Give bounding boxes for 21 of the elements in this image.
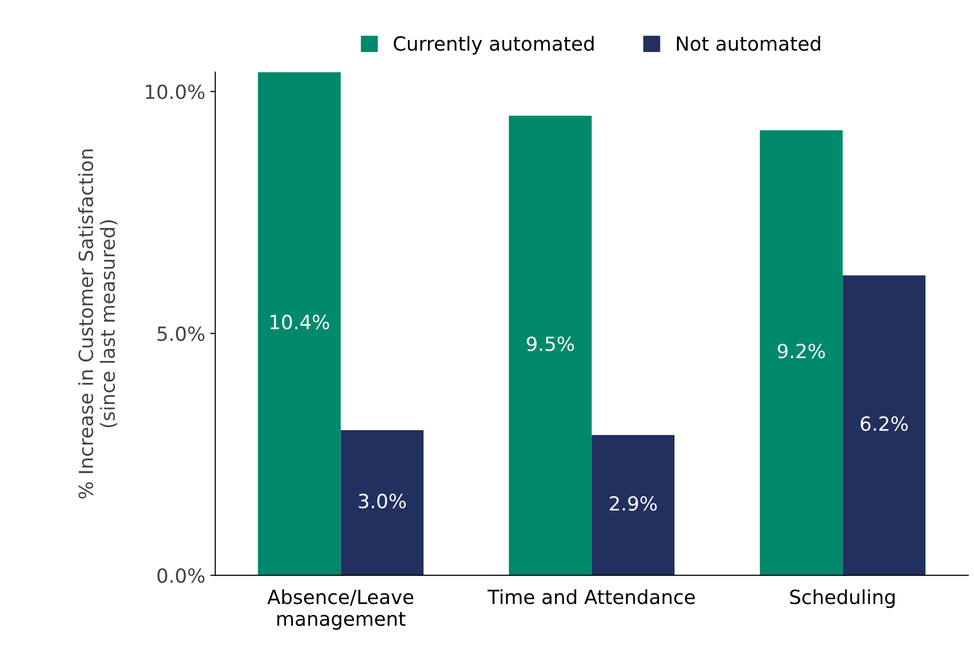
legend-label: Not automated [676, 36, 820, 51]
bar [508, 116, 592, 576]
data-label: 9.5% [526, 336, 574, 352]
y-tick-label: 0.0% [157, 568, 204, 583]
bar [258, 72, 341, 576]
x-tick-label: Scheduling [790, 589, 895, 608]
x-tick-label: Absence/Leave management [267, 589, 414, 630]
y-tick-label: 10.0% [146, 84, 204, 100]
y-tick-label: 5.0% [158, 326, 204, 342]
data-label: 6.2% [860, 416, 908, 431]
bar [592, 435, 675, 576]
bar [340, 430, 424, 576]
data-label: 10.4% [270, 314, 330, 330]
y-axis-title: % Increase in Customer Satisfaction (since last measured) [78, 150, 118, 499]
x-tick-label: Time and Attendance [488, 589, 695, 604]
data-label: 9.2% [778, 344, 825, 358]
bar [842, 275, 926, 576]
bar [760, 130, 843, 576]
data-label: 2.9% [610, 496, 657, 511]
data-label: 3.0% [358, 494, 406, 508]
legend-label: Currently automated [394, 36, 594, 55]
